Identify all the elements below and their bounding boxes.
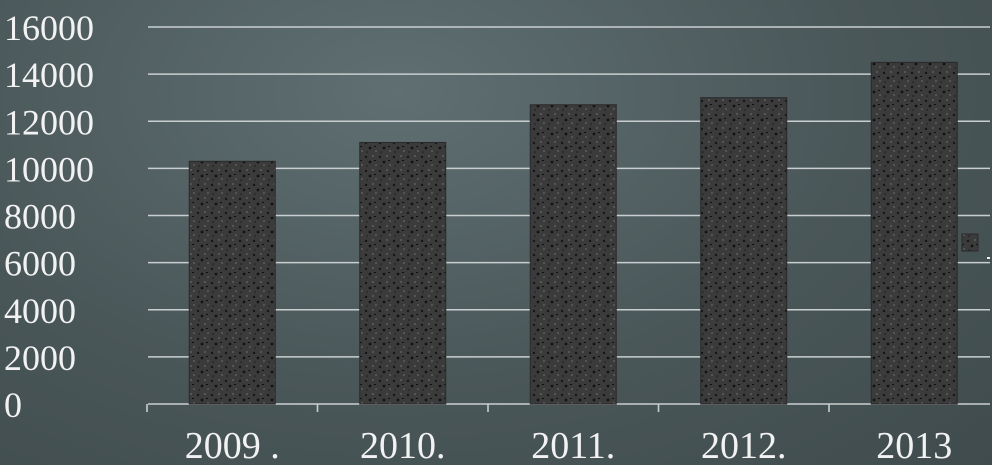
bar bbox=[870, 61, 958, 405]
y-tick-label: 8000 bbox=[4, 197, 76, 237]
bar bbox=[188, 160, 276, 405]
y-tick-labels: 0 2000 4000 6000 8000 10000 12000 14000 16000 bbox=[4, 8, 94, 425]
y-tick-label: 10000 bbox=[4, 149, 94, 189]
legend bbox=[961, 233, 990, 259]
x-tick-label: 2012. bbox=[701, 425, 787, 465]
legend-swatch bbox=[961, 233, 979, 252]
x-axis bbox=[146, 403, 990, 412]
bar bbox=[359, 141, 447, 405]
y-tick-label: 16000 bbox=[4, 8, 94, 48]
y-tick-label: 12000 bbox=[4, 102, 94, 142]
x-tick-label: 2013 bbox=[876, 425, 952, 465]
x-tick-label: 2011. bbox=[531, 425, 615, 465]
bar bbox=[529, 104, 617, 405]
y-tick-label: 14000 bbox=[4, 55, 94, 95]
y-tick-label: 2000 bbox=[4, 338, 76, 378]
bar bbox=[700, 97, 788, 405]
x-tick-labels: 2009 . 2010. 2011. 2012. 2013 bbox=[185, 425, 953, 465]
x-tick-label: 2010. bbox=[360, 425, 446, 465]
y-tick-label: 0 bbox=[4, 385, 22, 425]
y-tick-label: 4000 bbox=[4, 291, 76, 331]
y-tick-label: 6000 bbox=[4, 244, 76, 284]
legend-marker bbox=[987, 257, 990, 259]
bars bbox=[188, 61, 958, 405]
x-tick-label: 2009 . bbox=[185, 425, 280, 465]
